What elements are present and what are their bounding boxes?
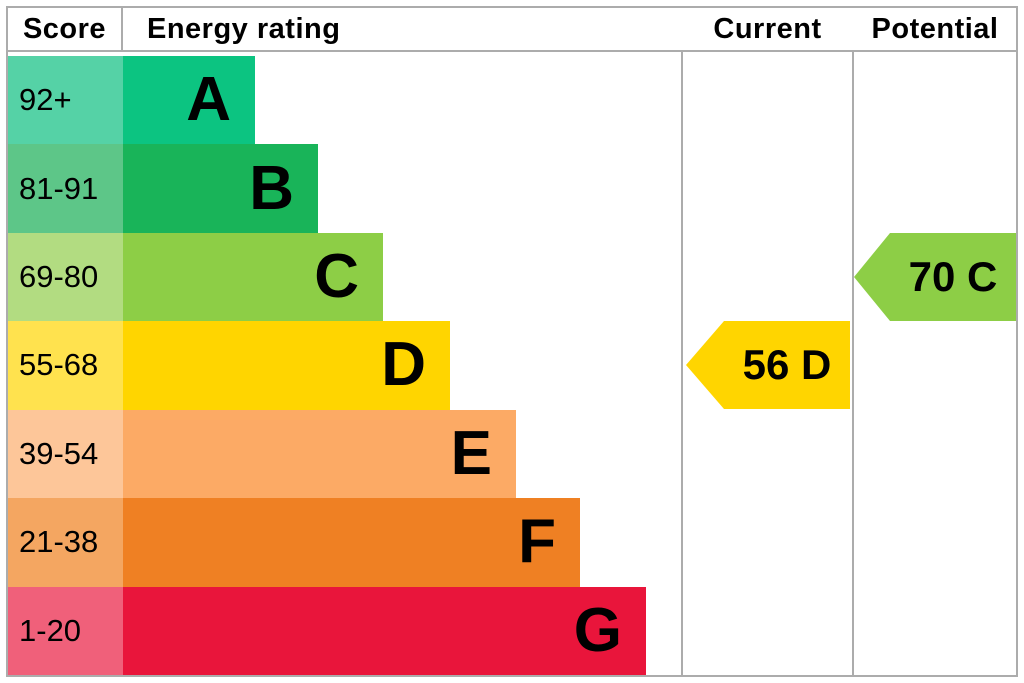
band-score-range-c: 69-80	[8, 232, 123, 322]
chart-frame: Score Energy rating Current Potential 92…	[6, 6, 1018, 677]
band-letter-g: G	[573, 595, 622, 665]
band-row-b: 81-91 B	[8, 144, 681, 233]
band-row-d: 55-68 D	[8, 321, 681, 410]
band-score-range-f: 21-38	[8, 498, 123, 587]
column-divider-energy-current	[681, 8, 683, 675]
current-column-header: Current	[683, 8, 852, 50]
band-row-g: 1-20 G	[8, 586, 681, 675]
band-score-range-g: 1-20	[8, 586, 123, 675]
band-score-range-b: 81-91	[8, 144, 123, 233]
band-score-range-a: 92+	[8, 56, 123, 145]
band-bar-d: D	[123, 321, 450, 410]
score-column-header: Score	[8, 8, 123, 50]
band-letter-e: E	[450, 418, 492, 488]
band-row-f: 21-38 F	[8, 498, 681, 587]
potential-column-header: Potential	[854, 8, 1016, 50]
band-row-a: 92+ A	[8, 56, 681, 145]
column-divider-current-potential	[852, 8, 854, 675]
band-score-range-d: 55-68	[8, 321, 123, 410]
band-letter-f: F	[518, 507, 556, 577]
band-bar-a: A	[123, 56, 255, 145]
band-bar-f: F	[123, 498, 580, 587]
band-row-e: 39-54 E	[8, 409, 681, 499]
chart-header-row: Score Energy rating Current Potential	[8, 8, 1016, 52]
current-rating-label: 56 D	[742, 341, 832, 388]
energy-rating-column-header: Energy rating	[125, 8, 679, 50]
potential-rating-label: 70 C	[908, 253, 998, 300]
current-rating-arrow: 56 D	[686, 321, 850, 409]
band-letter-b: B	[249, 153, 294, 223]
band-letter-a: A	[186, 65, 231, 135]
band-bar-b: B	[123, 144, 318, 233]
band-letter-c: C	[314, 242, 359, 312]
band-rows: 92+ A 81-91 B 69-80 C 55-68	[8, 56, 681, 675]
band-letter-d: D	[381, 330, 426, 400]
band-bar-g: G	[123, 586, 646, 675]
band-score-range-e: 39-54	[8, 409, 123, 499]
band-row-c: 69-80 C	[8, 232, 681, 322]
band-bar-c: C	[123, 232, 383, 322]
potential-rating-arrow: 70 C	[854, 233, 1016, 321]
band-bar-e: E	[123, 409, 516, 499]
